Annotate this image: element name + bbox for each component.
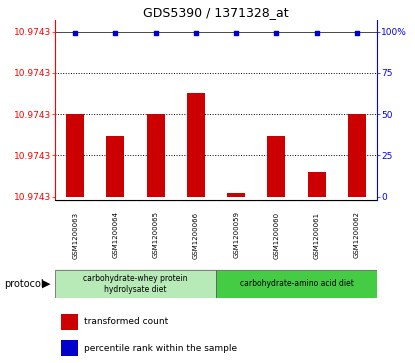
Point	[152, 30, 159, 36]
Text: protocol: protocol	[4, 279, 44, 289]
Text: GSM1200060: GSM1200060	[273, 211, 279, 258]
Bar	[66, 114, 84, 197]
Bar	[61, 340, 78, 356]
Point	[273, 30, 280, 36]
Text: GSM1200059: GSM1200059	[233, 212, 239, 258]
Bar	[106, 136, 124, 197]
Point	[112, 30, 119, 36]
Text: GSM1200061: GSM1200061	[314, 211, 320, 258]
Text: ▶: ▶	[42, 279, 51, 289]
Bar	[267, 136, 286, 197]
Text: percentile rank within the sample: percentile rank within the sample	[84, 344, 237, 352]
Bar	[216, 270, 377, 298]
Text: transformed count: transformed count	[84, 317, 168, 326]
Bar	[227, 193, 245, 197]
Bar	[308, 172, 326, 197]
Text: GSM1200062: GSM1200062	[354, 212, 360, 258]
Point	[354, 30, 360, 36]
Bar	[61, 314, 78, 330]
Text: carbohydrate-amino acid diet: carbohydrate-amino acid diet	[239, 280, 354, 289]
Title: GDS5390 / 1371328_at: GDS5390 / 1371328_at	[143, 6, 289, 19]
Text: GSM1200066: GSM1200066	[193, 211, 199, 258]
Text: GSM1200064: GSM1200064	[112, 212, 118, 258]
Point	[72, 30, 78, 36]
Bar	[146, 114, 165, 197]
Text: carbohydrate-whey protein
hydrolysate diet: carbohydrate-whey protein hydrolysate di…	[83, 274, 188, 294]
Point	[233, 30, 239, 36]
Bar	[187, 93, 205, 197]
Bar	[55, 270, 216, 298]
Text: GSM1200063: GSM1200063	[72, 211, 78, 258]
Bar	[348, 114, 366, 197]
Point	[313, 30, 320, 36]
Text: GSM1200065: GSM1200065	[153, 212, 159, 258]
Point	[193, 30, 199, 36]
